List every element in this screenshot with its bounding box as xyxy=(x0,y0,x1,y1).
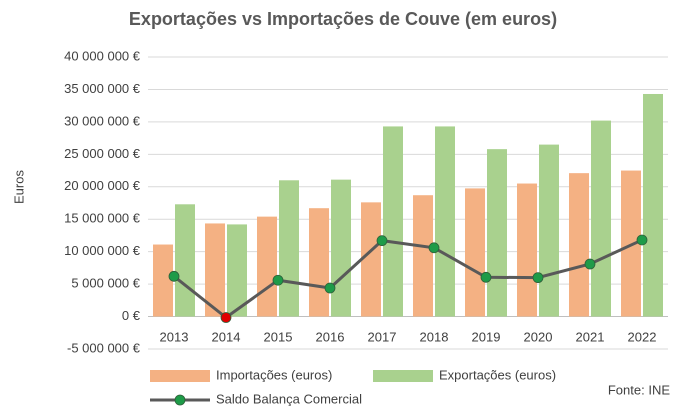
x-tick-label: 2017 xyxy=(368,329,397,344)
bar xyxy=(279,180,299,317)
y-axis-label: Euros xyxy=(11,170,26,204)
x-tick-label: 2013 xyxy=(160,329,189,344)
bar xyxy=(175,204,195,317)
bar xyxy=(257,216,277,317)
bar xyxy=(331,179,351,317)
bar xyxy=(487,149,507,317)
bar xyxy=(435,126,455,317)
marker xyxy=(584,258,596,270)
x-tick-label: 2014 xyxy=(212,329,241,344)
y-tick-label: 30 000 000 € xyxy=(64,113,141,128)
y-tick-label: 5 000 000 € xyxy=(71,276,140,291)
chart-title: Exportações vs Importações de Couve (em … xyxy=(129,9,557,29)
bar xyxy=(465,188,485,317)
bar xyxy=(413,195,433,317)
legend-swatch xyxy=(373,370,433,382)
legend-label: Importações (euros) xyxy=(216,367,332,382)
bar xyxy=(361,202,381,317)
x-tick-label: 2021 xyxy=(576,329,605,344)
x-tick-label: 2019 xyxy=(472,329,501,344)
marker xyxy=(272,274,284,286)
marker xyxy=(324,282,336,294)
y-tick-label: 15 000 000 € xyxy=(64,211,141,226)
bar xyxy=(591,120,611,317)
legend-marker xyxy=(174,394,186,406)
marker xyxy=(220,312,232,323)
legend-swatch xyxy=(150,370,210,382)
bar xyxy=(383,126,403,317)
y-tick-label: 0 € xyxy=(122,308,141,323)
bar xyxy=(643,93,663,317)
x-tick-label: 2022 xyxy=(628,329,657,344)
y-tick-label: 10 000 000 € xyxy=(64,243,141,258)
y-tick-label: 25 000 000 € xyxy=(64,146,141,161)
line xyxy=(173,238,643,320)
x-tick-label: 2016 xyxy=(316,329,345,344)
bar xyxy=(205,223,225,317)
marker xyxy=(428,242,440,254)
y-tick-label: 35 000 000 € xyxy=(64,81,141,96)
bar xyxy=(569,173,589,317)
legend-label: Exportações (euros) xyxy=(439,367,556,382)
bar xyxy=(309,208,329,317)
y-tick-label: 20 000 000 € xyxy=(64,178,141,193)
marker xyxy=(168,270,180,282)
x-tick-label: 2020 xyxy=(524,329,553,344)
bar xyxy=(539,144,559,317)
bar xyxy=(227,224,247,317)
legend-label: Saldo Balança Comercial xyxy=(216,391,362,406)
y-tick-label: 40 000 000 € xyxy=(64,48,141,63)
source: Fonte: INE xyxy=(608,382,670,397)
bar xyxy=(153,244,173,317)
marker xyxy=(480,271,492,283)
y-tick-label: -5 000 000 € xyxy=(67,340,141,355)
marker xyxy=(532,272,544,284)
x-tick-label: 2015 xyxy=(264,329,293,344)
marker xyxy=(376,235,388,247)
x-tick-label: 2018 xyxy=(420,329,449,344)
marker xyxy=(636,234,648,246)
bar xyxy=(517,183,537,317)
